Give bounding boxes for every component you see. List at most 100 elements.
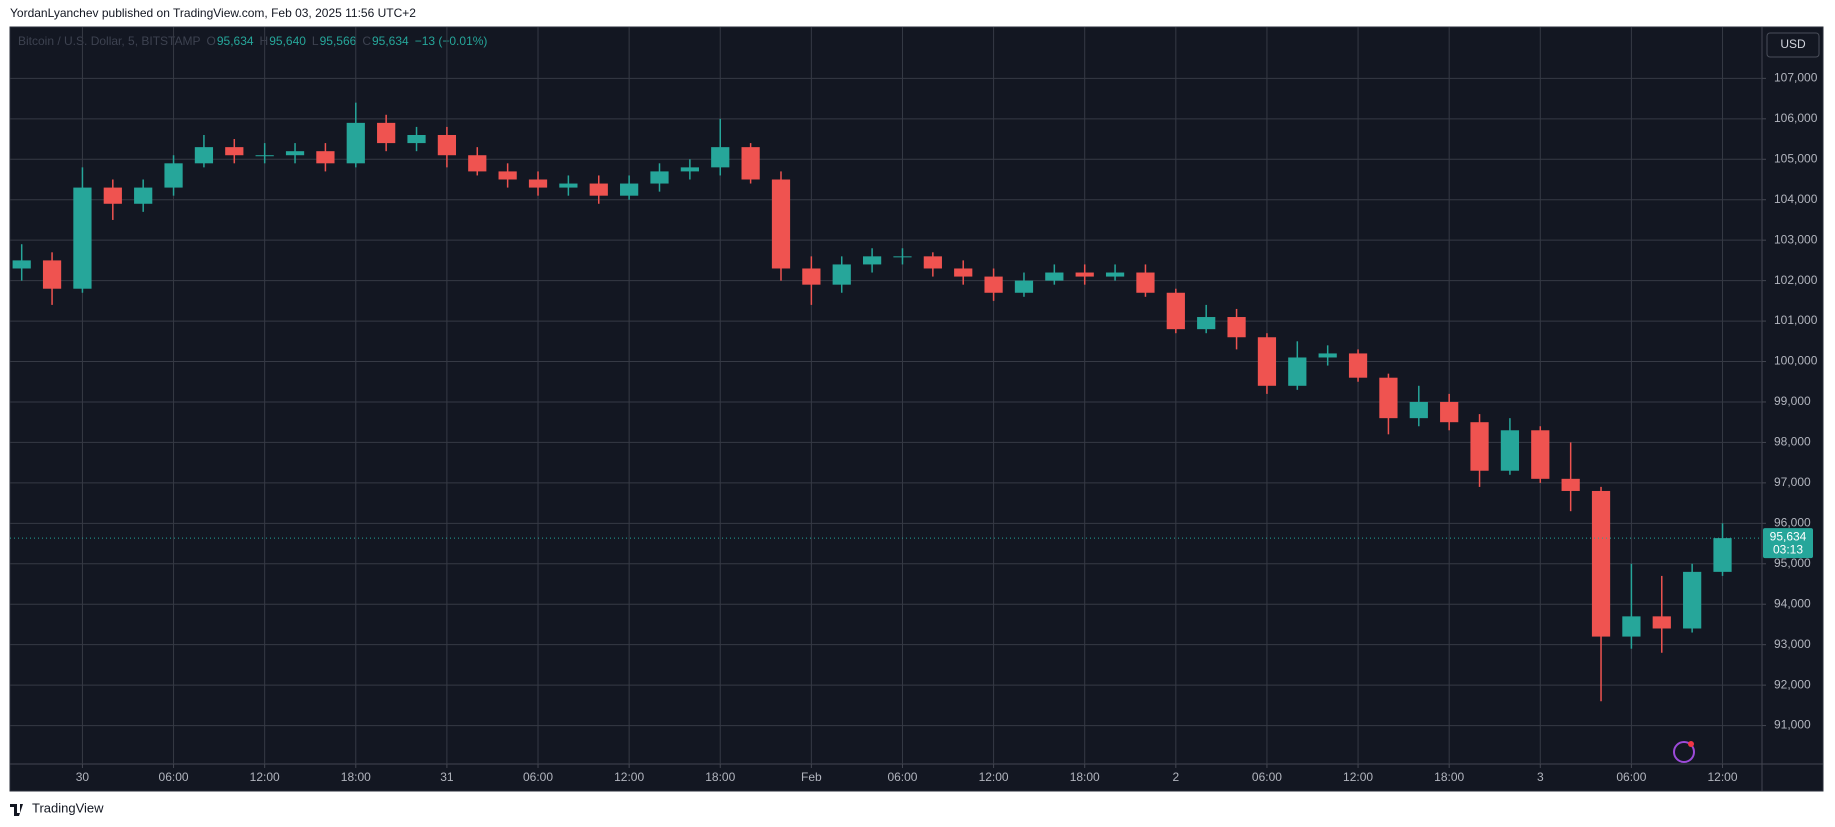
x-tick-label: 06:00 (1616, 770, 1646, 784)
candle (1014, 272, 1034, 297)
candle-body (1622, 616, 1641, 637)
candle-body (1348, 353, 1368, 378)
candle-body (103, 187, 122, 204)
candle-body (164, 163, 183, 188)
candle (1197, 304, 1216, 334)
price-tag-countdown: 03:13 (1773, 542, 1803, 556)
candle-body (1379, 377, 1398, 419)
legend-change: −13 (−0.01%) (415, 34, 488, 48)
candle (1348, 349, 1368, 382)
candle (1318, 345, 1337, 366)
candle-body (862, 256, 882, 265)
candle-body (802, 268, 821, 285)
candle (468, 147, 487, 176)
candle (194, 135, 214, 168)
candle (1075, 264, 1094, 285)
candle-body (680, 167, 699, 172)
candle-body (984, 276, 1003, 293)
x-tick-label: 18:00 (705, 770, 735, 784)
y-tick-label: 92,000 (1774, 677, 1811, 691)
chart-frame (9, 26, 1824, 792)
logo-dot (1688, 741, 1694, 747)
candle (711, 118, 730, 176)
candle (771, 171, 791, 281)
y-tick-label: 95,000 (1774, 556, 1811, 570)
candle-body (1075, 272, 1094, 277)
y-tick-label: 99,000 (1774, 394, 1811, 408)
footer-brand[interactable]: TradingView (32, 800, 104, 815)
y-tick-label: 98,000 (1774, 435, 1811, 449)
legend-l: 95,566 (320, 34, 357, 48)
candle (1531, 426, 1550, 483)
legend-h: 95,640 (269, 34, 306, 48)
candle-body (73, 187, 92, 289)
legend-l-key: L (312, 34, 319, 48)
candle (285, 143, 305, 164)
candle (164, 155, 183, 196)
candle (1045, 264, 1064, 285)
legend-c-key: C (362, 34, 371, 48)
candle (1105, 264, 1125, 281)
x-tick-label: 30 (76, 770, 90, 784)
candle (407, 126, 426, 152)
candle (1713, 523, 1732, 576)
candle (1591, 486, 1611, 702)
candle (893, 248, 912, 265)
candle-body (1531, 430, 1550, 479)
candle-body (1440, 401, 1459, 423)
candle (73, 167, 92, 293)
candle-body (1014, 280, 1034, 293)
candle (954, 260, 973, 285)
footer-logo[interactable]: TradingView (10, 800, 104, 816)
legend-h-key: H (260, 34, 269, 48)
x-tick-label: 18:00 (1070, 770, 1100, 784)
x-tick-label: 06:00 (159, 770, 189, 784)
candle (1652, 575, 1671, 653)
candle (225, 139, 244, 164)
candle (680, 159, 699, 180)
y-tick-label: 102,000 (1774, 273, 1818, 287)
x-tick-label: 12:00 (614, 770, 644, 784)
legend-o: 95,634 (217, 34, 254, 48)
candle-body (559, 183, 578, 188)
candle-body (1257, 337, 1277, 386)
x-tick-label: 06:00 (887, 770, 917, 784)
logo-icon[interactable] (1673, 741, 1695, 763)
candle (1166, 288, 1185, 334)
candle (437, 126, 457, 168)
candle-body (377, 122, 396, 144)
candle-body (346, 122, 365, 164)
y-tick-label: 105,000 (1774, 151, 1818, 165)
candle-body (1318, 353, 1337, 358)
x-tick-label: 12:00 (1708, 770, 1738, 784)
candle (984, 268, 1003, 301)
candle-body (711, 147, 730, 168)
y-tick-label: 106,000 (1774, 111, 1818, 125)
y-tick-label: 107,000 (1774, 71, 1818, 85)
candle-body (468, 155, 487, 172)
price-tag (1763, 528, 1813, 559)
candle-body (437, 135, 457, 156)
candle (1288, 341, 1307, 390)
legend-o-key: O (207, 34, 216, 48)
candle-body (1409, 401, 1428, 419)
candle (12, 244, 31, 281)
price-tag-price: 95,634 (1770, 529, 1807, 543)
candle-body (1045, 272, 1064, 281)
candle-body (134, 187, 153, 204)
candle (559, 175, 578, 196)
candle (1136, 264, 1155, 297)
x-tick-label: 12:00 (1343, 770, 1373, 784)
currency-button[interactable] (1766, 32, 1820, 58)
candle-body (225, 147, 244, 156)
candle (1440, 393, 1459, 431)
logo-ring (1673, 741, 1695, 763)
candle-body (1683, 571, 1702, 629)
candle-body (923, 256, 942, 269)
x-tick-label: 12:00 (979, 770, 1009, 784)
legend-c: 95,634 (372, 34, 409, 48)
candle (1622, 563, 1641, 649)
currency-label[interactable]: USD (1780, 37, 1806, 51)
candle-body (650, 171, 669, 184)
